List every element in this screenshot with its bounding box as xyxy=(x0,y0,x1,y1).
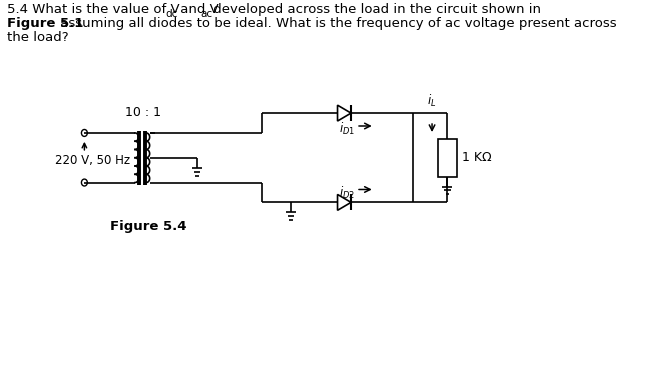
Text: and V: and V xyxy=(175,3,218,16)
Text: dc: dc xyxy=(166,9,178,19)
Text: $i_{D1}$: $i_{D1}$ xyxy=(339,121,355,137)
Text: the load?: the load? xyxy=(7,31,68,44)
Text: Figure 5.1: Figure 5.1 xyxy=(7,17,83,30)
Text: 5.4 What is the value of V: 5.4 What is the value of V xyxy=(7,3,179,16)
Text: assuming all diodes to be ideal. What is the frequency of ac voltage present acr: assuming all diodes to be ideal. What is… xyxy=(56,17,616,30)
Text: ac: ac xyxy=(200,9,212,19)
Text: 220 V, 50 Hz: 220 V, 50 Hz xyxy=(55,154,130,167)
Text: developed across the load in the circuit shown in: developed across the load in the circuit… xyxy=(210,3,541,16)
Text: 10 : 1: 10 : 1 xyxy=(125,106,161,119)
Text: 1 KΩ: 1 KΩ xyxy=(462,151,491,164)
Text: $i_{D2}$: $i_{D2}$ xyxy=(339,184,355,200)
Bar xyxy=(438,139,457,177)
Text: Figure 5.4: Figure 5.4 xyxy=(110,220,186,233)
Text: $i_L$: $i_L$ xyxy=(427,93,437,109)
